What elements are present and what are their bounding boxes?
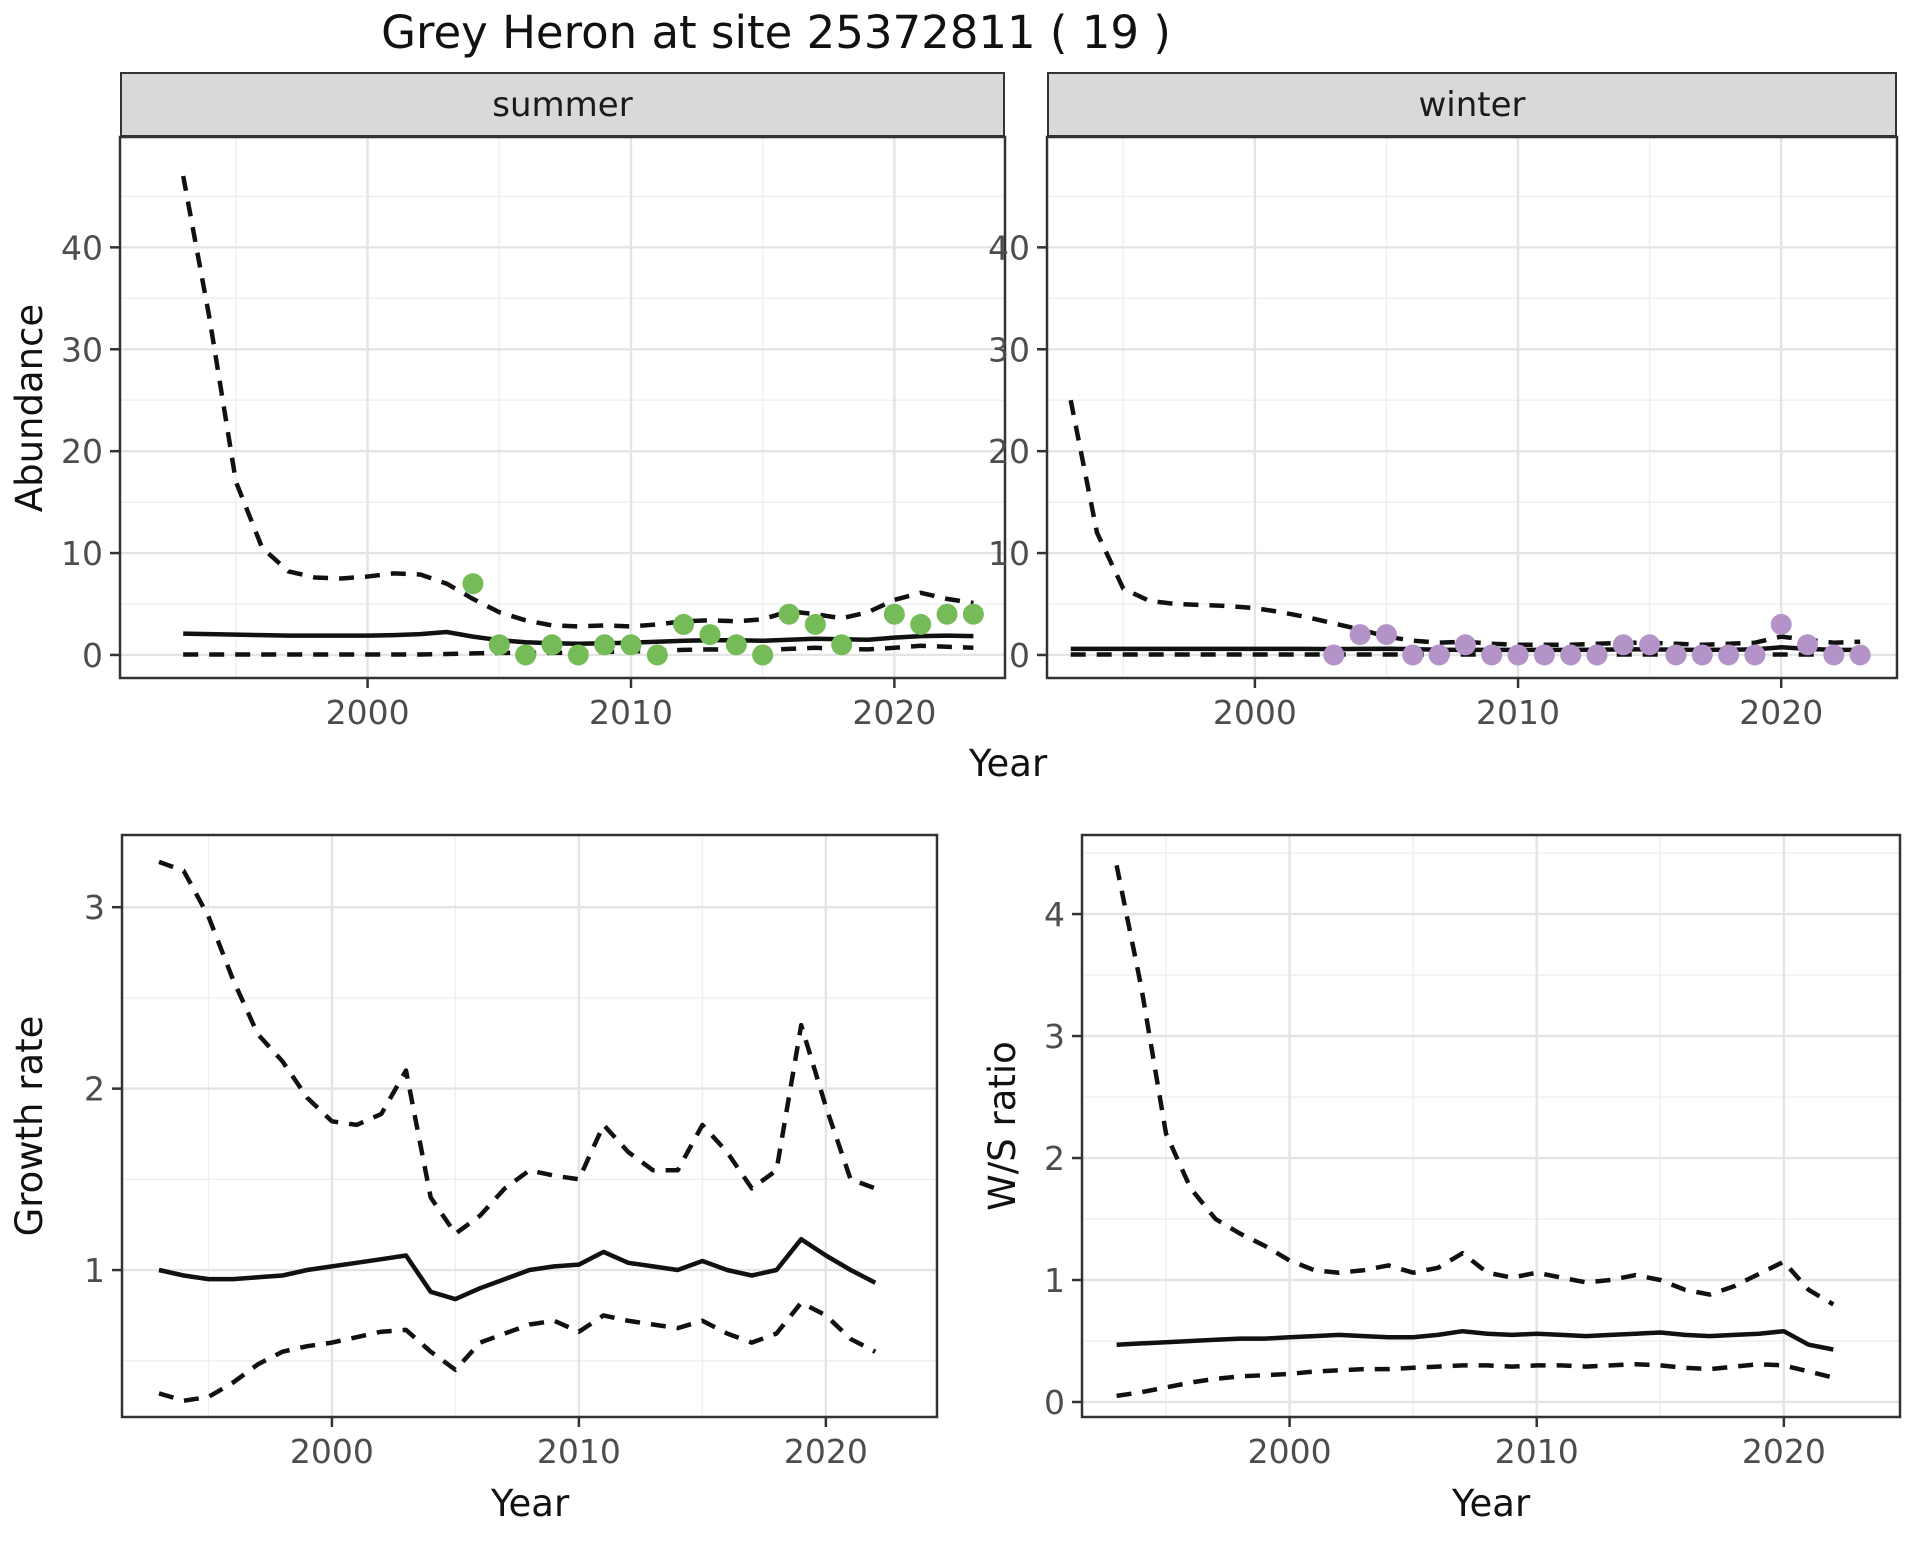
abundance_summer-data-point [752, 644, 774, 666]
y-tick-label: 0 [1044, 1383, 1065, 1422]
x-tick-label: 2000 [1248, 1432, 1332, 1471]
facet-strip-winter-label: winter [1418, 84, 1526, 125]
growth_rate-ci-upper-line [158, 859, 877, 1237]
facet-strip-summer: summer [120, 72, 1005, 137]
growth_rate-panel [122, 835, 937, 1417]
x-tick-label: 2000 [326, 693, 410, 732]
x-tick-label: 2010 [537, 1432, 621, 1471]
facet-strip-winter: winter [1047, 72, 1897, 137]
abundance_summer-data-point [699, 624, 721, 646]
y-tick-label: 40 [61, 228, 103, 267]
abundance_winter-data-point [1849, 644, 1871, 666]
y-tick-label: 10 [61, 534, 103, 573]
abundance_summer-panel-border [118, 135, 1007, 680]
abundance_winter-data-point [1454, 634, 1476, 656]
abundance_summer-data-point [936, 603, 958, 625]
y-tick-label: 20 [988, 432, 1030, 471]
abundance_summer-data-point [567, 644, 589, 666]
y-tick-label: 1 [1044, 1261, 1065, 1300]
x-tick-label: 2020 [1739, 693, 1823, 732]
abundance_summer-data-point [673, 613, 695, 635]
y-tick-label: 0 [1009, 636, 1030, 675]
y-tick-label: 10 [988, 534, 1030, 573]
x-tick-label: 2010 [589, 693, 673, 732]
abundance_winter-data-point [1612, 634, 1634, 656]
y-tick-label: 20 [61, 432, 103, 471]
y-tick-label: 40 [988, 228, 1030, 267]
abundance_winter-data-point [1507, 644, 1529, 666]
abundance_winter-data-point [1744, 644, 1766, 666]
x-tick-label: 2020 [1742, 1432, 1826, 1471]
abundance_summer-ci-upper-line [180, 175, 974, 629]
year-axis-title-bottom-right: Year [1451, 1482, 1531, 1525]
x-tick-label: 2010 [1476, 693, 1560, 732]
growth_rate-panel-border [120, 833, 939, 1419]
abundance_summer-data-point [778, 603, 800, 625]
year-axis-title-top: Year [968, 742, 1048, 785]
abundance_winter-panel-border [1045, 135, 1899, 680]
abundance_summer-data-point [962, 603, 984, 625]
abundance_winter-data-point [1691, 644, 1713, 666]
abundance_winter-data-point [1560, 644, 1582, 666]
abundance_winter-ci-upper-line [1068, 399, 1861, 648]
abundance_summer-data-point [831, 634, 853, 656]
x-tick-label: 2000 [290, 1432, 374, 1471]
abundance_winter-data-point [1639, 634, 1661, 656]
abundance_summer-data-point [488, 634, 510, 656]
ws-ratio-axis-title: W/S ratio [981, 1041, 1024, 1211]
abundance_summer-data-point [462, 573, 484, 595]
abundance_winter-data-point [1533, 644, 1555, 666]
ws_ratio-panel [1082, 835, 1900, 1417]
abundance_winter-data-point [1402, 644, 1424, 666]
growth_rate-fit-line [158, 1236, 877, 1302]
chart-title: Grey Heron at site 25372811 ( 19 ) [381, 6, 1171, 59]
abundance_winter-data-point [1323, 644, 1345, 666]
ws_ratio-fit-line [1116, 1328, 1834, 1352]
abundance_summer-data-point [541, 634, 563, 656]
abundance_winter-data-point [1823, 644, 1845, 666]
y-tick-label: 4 [1044, 895, 1065, 934]
abundance_summer-data-point [594, 634, 616, 656]
abundance_summer-data-point [620, 634, 642, 656]
abundance_summer-data-point [646, 644, 668, 666]
abundance_summer-data-point [515, 644, 537, 666]
abundance_winter-data-point [1481, 644, 1503, 666]
y-tick-label: 0 [82, 636, 103, 675]
abundance_summer-data-point [883, 603, 905, 625]
abundance_summer-data-point [725, 634, 747, 656]
growth_rate-ci-lower-line [158, 1300, 877, 1403]
year-axis-title-bottom-left: Year [490, 1482, 570, 1525]
abundance_winter-panel [1047, 137, 1897, 678]
abundance_winter-data-point [1586, 644, 1608, 666]
growth-rate-axis-title: Growth rate [8, 1015, 51, 1237]
y-tick-label: 1 [84, 1251, 105, 1290]
abundance_summer-data-point [804, 613, 826, 635]
x-tick-label: 2000 [1213, 693, 1297, 732]
abundance_winter-data-point [1428, 644, 1450, 666]
abundance_winter-data-point [1665, 644, 1687, 666]
abundance_winter-data-point [1718, 644, 1740, 666]
abundance_winter-data-point [1349, 624, 1371, 646]
y-tick-label: 30 [61, 330, 103, 369]
y-tick-label: 3 [1044, 1017, 1065, 1056]
ws_ratio-ci-lower-line [1116, 1361, 1834, 1399]
y-tick-label: 30 [988, 330, 1030, 369]
facet-strip-summer-label: summer [492, 84, 633, 125]
ws_ratio-panel-border [1080, 833, 1902, 1419]
abundance_winter-data-point [1770, 613, 1792, 635]
abundance-axis-title: Abundance [8, 303, 51, 513]
x-tick-label: 2010 [1495, 1432, 1579, 1471]
x-tick-label: 2020 [852, 693, 936, 732]
y-tick-label: 3 [84, 888, 105, 927]
abundance_winter-data-point [1797, 634, 1819, 656]
x-tick-label: 2020 [784, 1432, 868, 1471]
y-tick-label: 2 [1044, 1139, 1065, 1178]
y-tick-label: 2 [84, 1070, 105, 1109]
abundance_summer-panel [120, 137, 1005, 678]
ws_ratio-ci-upper-line [1114, 864, 1835, 1307]
abundance_summer-data-point [910, 613, 932, 635]
abundance_winter-data-point [1375, 624, 1397, 646]
